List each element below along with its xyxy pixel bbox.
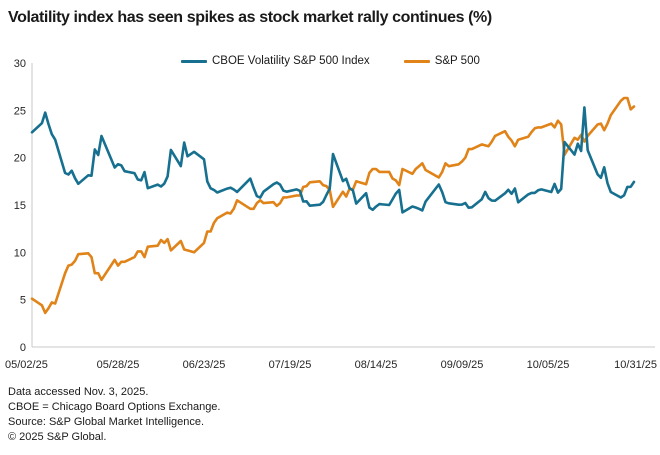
footnote-source: Source: S&P Global Market Intelligence. [8,416,205,428]
x-axis-tick-label: 06/23/25 [183,359,226,371]
page-title: Volatility index has seen spikes as stoc… [8,9,492,26]
x-axis-tick-label: 08/14/25 [355,359,398,371]
x-axis-tick-label: 07/19/25 [269,359,312,371]
y-axis-tick-label: 20 [14,153,26,165]
footnote-copyright: © 2025 S&P Global. [8,431,107,443]
legend-item-sp500: S&P 500 [403,55,480,67]
vix-line-swatch-icon [181,59,207,63]
y-axis-tick-label: 10 [14,247,26,259]
footnote-cboe-definition: CBOE = Chicago Board Options Exchange. [8,401,221,413]
chart-legend: CBOE Volatility S&P 500 Index S&P 500 [181,54,480,68]
legend-label-vix: CBOE Volatility S&P 500 Index [212,55,370,67]
y-axis-tick-label: 5 [20,295,26,307]
sp500-line-swatch-icon [403,59,430,63]
y-axis-tick-label: 15 [14,200,26,212]
series-line-vix [30,106,636,214]
x-axis-tick-label: 10/31/25 [614,359,657,371]
x-axis-tick-label: 05/02/25 [5,359,48,371]
footnote-data-accessed: Data accessed Nov. 3, 2025. [8,386,149,398]
chart-footnotes: Data accessed Nov. 3, 2025. CBOE = Chica… [8,385,220,445]
x-axis-tick-label: 10/05/25 [527,359,570,371]
legend-item-vix: CBOE Volatility S&P 500 Index [181,55,370,67]
y-axis-tick-label: 0 [20,342,26,354]
y-axis-tick-label: 25 [14,105,26,117]
x-axis-tick-label: 09/09/25 [441,359,484,371]
x-axis-tick-label: 05/28/25 [97,359,140,371]
series-line-sp500 [30,96,636,315]
legend-label-sp500: S&P 500 [434,55,480,67]
y-axis-tick-label: 30 [14,58,26,70]
